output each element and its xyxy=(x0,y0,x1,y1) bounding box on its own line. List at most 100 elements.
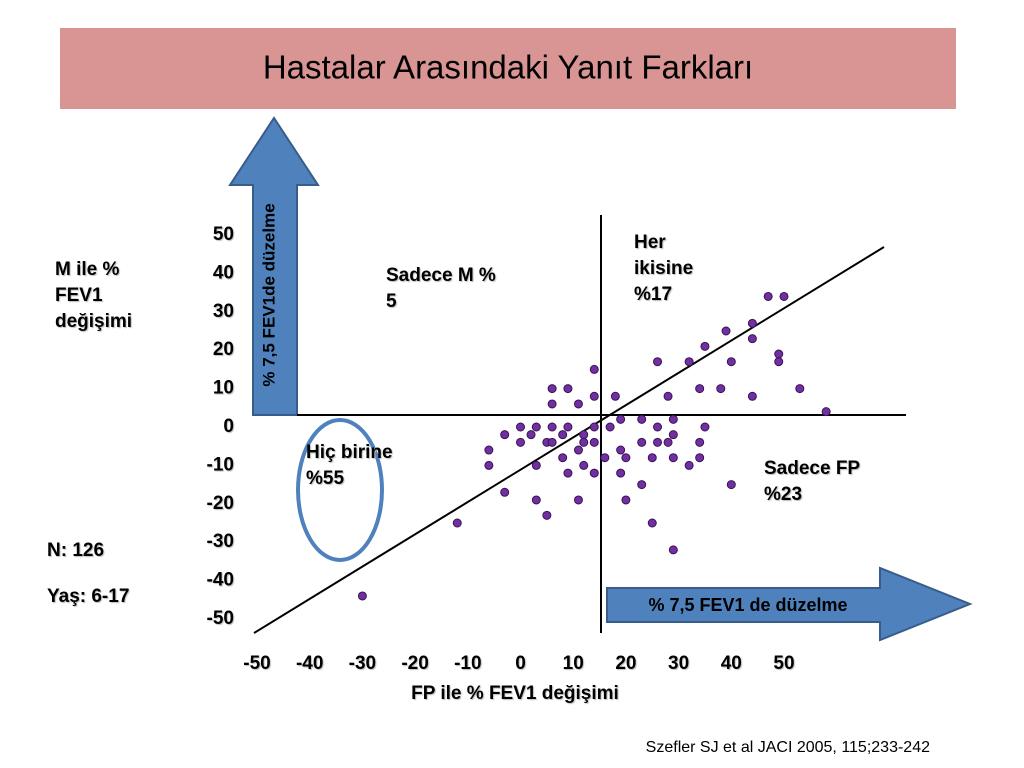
point xyxy=(563,422,573,432)
x-tick-label: -40 xyxy=(296,653,323,674)
point xyxy=(695,437,705,447)
point xyxy=(605,422,615,432)
point xyxy=(547,399,557,409)
point xyxy=(573,495,583,505)
point xyxy=(357,591,367,601)
point xyxy=(589,391,599,401)
point xyxy=(452,518,462,528)
point xyxy=(616,445,626,455)
point xyxy=(668,453,678,463)
point xyxy=(589,364,599,374)
y-axis-label: M ile % FEV1 değişimi xyxy=(55,259,133,332)
point xyxy=(716,384,726,394)
point xyxy=(563,384,573,394)
point xyxy=(684,460,694,470)
x-tick-label: 20 xyxy=(615,653,636,674)
point xyxy=(721,326,731,336)
point xyxy=(653,437,663,447)
point xyxy=(795,384,805,394)
chart-title: Hastalar Arasındaki Yanıt Farkları xyxy=(263,49,753,86)
y-tick-label: 30 xyxy=(213,301,234,322)
y-tick-label: -40 xyxy=(207,570,234,591)
point xyxy=(579,460,589,470)
point xyxy=(558,430,568,440)
point xyxy=(747,334,757,344)
point xyxy=(726,480,736,490)
point xyxy=(610,391,620,401)
title-box xyxy=(60,28,956,109)
y-tick-label: 50 xyxy=(213,224,234,245)
point xyxy=(516,437,525,447)
point xyxy=(663,437,673,447)
point xyxy=(531,495,541,505)
point xyxy=(621,453,631,463)
x-tick-label: 10 xyxy=(563,653,584,674)
point xyxy=(700,422,710,432)
x-tick-label: 40 xyxy=(721,653,742,674)
y-tick-label: 20 xyxy=(213,339,234,360)
x-arrow xyxy=(606,566,973,642)
point xyxy=(531,422,541,432)
point xyxy=(547,384,557,394)
quadrant-label: Sadece FP %23 xyxy=(764,458,860,505)
info-label: Yaş: 6-17 xyxy=(47,586,130,607)
point xyxy=(621,495,631,505)
point xyxy=(747,391,757,401)
x-axis-label: FP ile % FEV1 değişimi xyxy=(411,683,619,704)
point xyxy=(600,453,610,463)
point xyxy=(579,430,589,440)
point xyxy=(637,414,647,424)
point xyxy=(653,422,663,432)
point xyxy=(647,518,657,528)
point xyxy=(668,414,678,424)
info-label: N: 126 xyxy=(47,540,105,561)
highlight-ellipse xyxy=(296,418,384,562)
point xyxy=(637,480,647,490)
y-arrow-label: % 7,5 FEV1de düzelme xyxy=(259,203,278,386)
y-tick-label: -50 xyxy=(207,608,234,629)
point xyxy=(668,430,678,440)
y-tick-label: 0 xyxy=(223,416,234,437)
point xyxy=(616,414,626,424)
x-tick-label: -10 xyxy=(454,653,481,674)
x-tick-label: 0 xyxy=(515,653,526,674)
point xyxy=(616,468,626,478)
point xyxy=(542,510,552,520)
x-tick-label: 50 xyxy=(773,653,794,674)
point xyxy=(589,437,599,447)
y-tick-label: -30 xyxy=(207,531,234,552)
point xyxy=(653,357,663,367)
x-tick-label: 30 xyxy=(668,653,689,674)
point xyxy=(663,391,673,401)
point xyxy=(500,430,510,440)
y-arrow xyxy=(228,116,320,416)
point xyxy=(573,399,583,409)
point xyxy=(747,318,757,328)
point xyxy=(484,445,494,455)
point xyxy=(579,437,589,447)
point xyxy=(668,545,678,555)
y-tick-label: 10 xyxy=(213,378,234,399)
point xyxy=(695,453,705,463)
y-tick-label: -10 xyxy=(207,454,234,475)
y-tick-label: 40 xyxy=(213,262,234,283)
quadrant-label: Hiç birine %55 xyxy=(306,442,393,489)
y-tick-label: -20 xyxy=(207,493,234,514)
point xyxy=(700,341,710,351)
point xyxy=(547,422,557,432)
point xyxy=(573,445,583,455)
point xyxy=(647,453,657,463)
x-arrow-label: % 7,5 FEV1 de düzelme xyxy=(648,595,847,615)
point xyxy=(589,468,599,478)
point xyxy=(763,291,773,301)
point xyxy=(563,468,573,478)
point xyxy=(637,437,647,447)
point xyxy=(547,437,557,447)
point xyxy=(558,453,568,463)
x-tick-label: -30 xyxy=(349,653,376,674)
point xyxy=(526,430,536,440)
point xyxy=(516,422,525,432)
x-tick-label: -20 xyxy=(401,653,428,674)
point xyxy=(695,384,705,394)
